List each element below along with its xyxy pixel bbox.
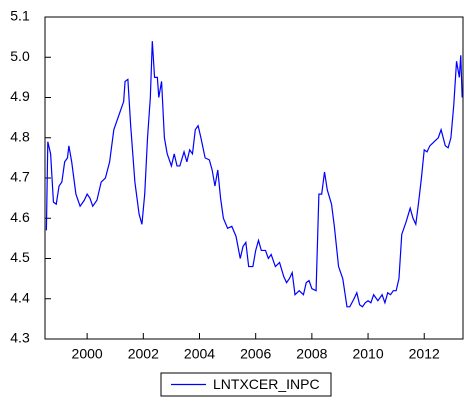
x-tick-label: 2006	[240, 346, 271, 362]
x-tick-label: 2002	[128, 346, 159, 362]
x-tick-label: 2004	[184, 346, 215, 362]
y-tick-label: 4.3	[10, 330, 30, 346]
y-tick-label: 5.0	[10, 48, 30, 64]
x-tick-label: 2012	[409, 346, 440, 362]
y-tick-label: 4.8	[10, 128, 30, 144]
x-tick-label: 2008	[296, 346, 327, 362]
y-tick-label: 5.1	[10, 8, 30, 24]
x-tick-label: 2000	[72, 346, 103, 362]
legend-label: LNTXCER_INPC	[213, 376, 320, 392]
x-tick-label: 2010	[352, 346, 383, 362]
data-line	[45, 41, 463, 308]
y-tick-label: 4.5	[10, 249, 30, 265]
y-tick-label: 4.6	[10, 209, 30, 225]
plot-frame	[44, 16, 464, 340]
y-tick-label: 4.7	[10, 169, 30, 185]
legend-box	[160, 372, 332, 397]
y-tick-label: 4.9	[10, 88, 30, 104]
y-tick-label: 4.4	[10, 289, 30, 305]
